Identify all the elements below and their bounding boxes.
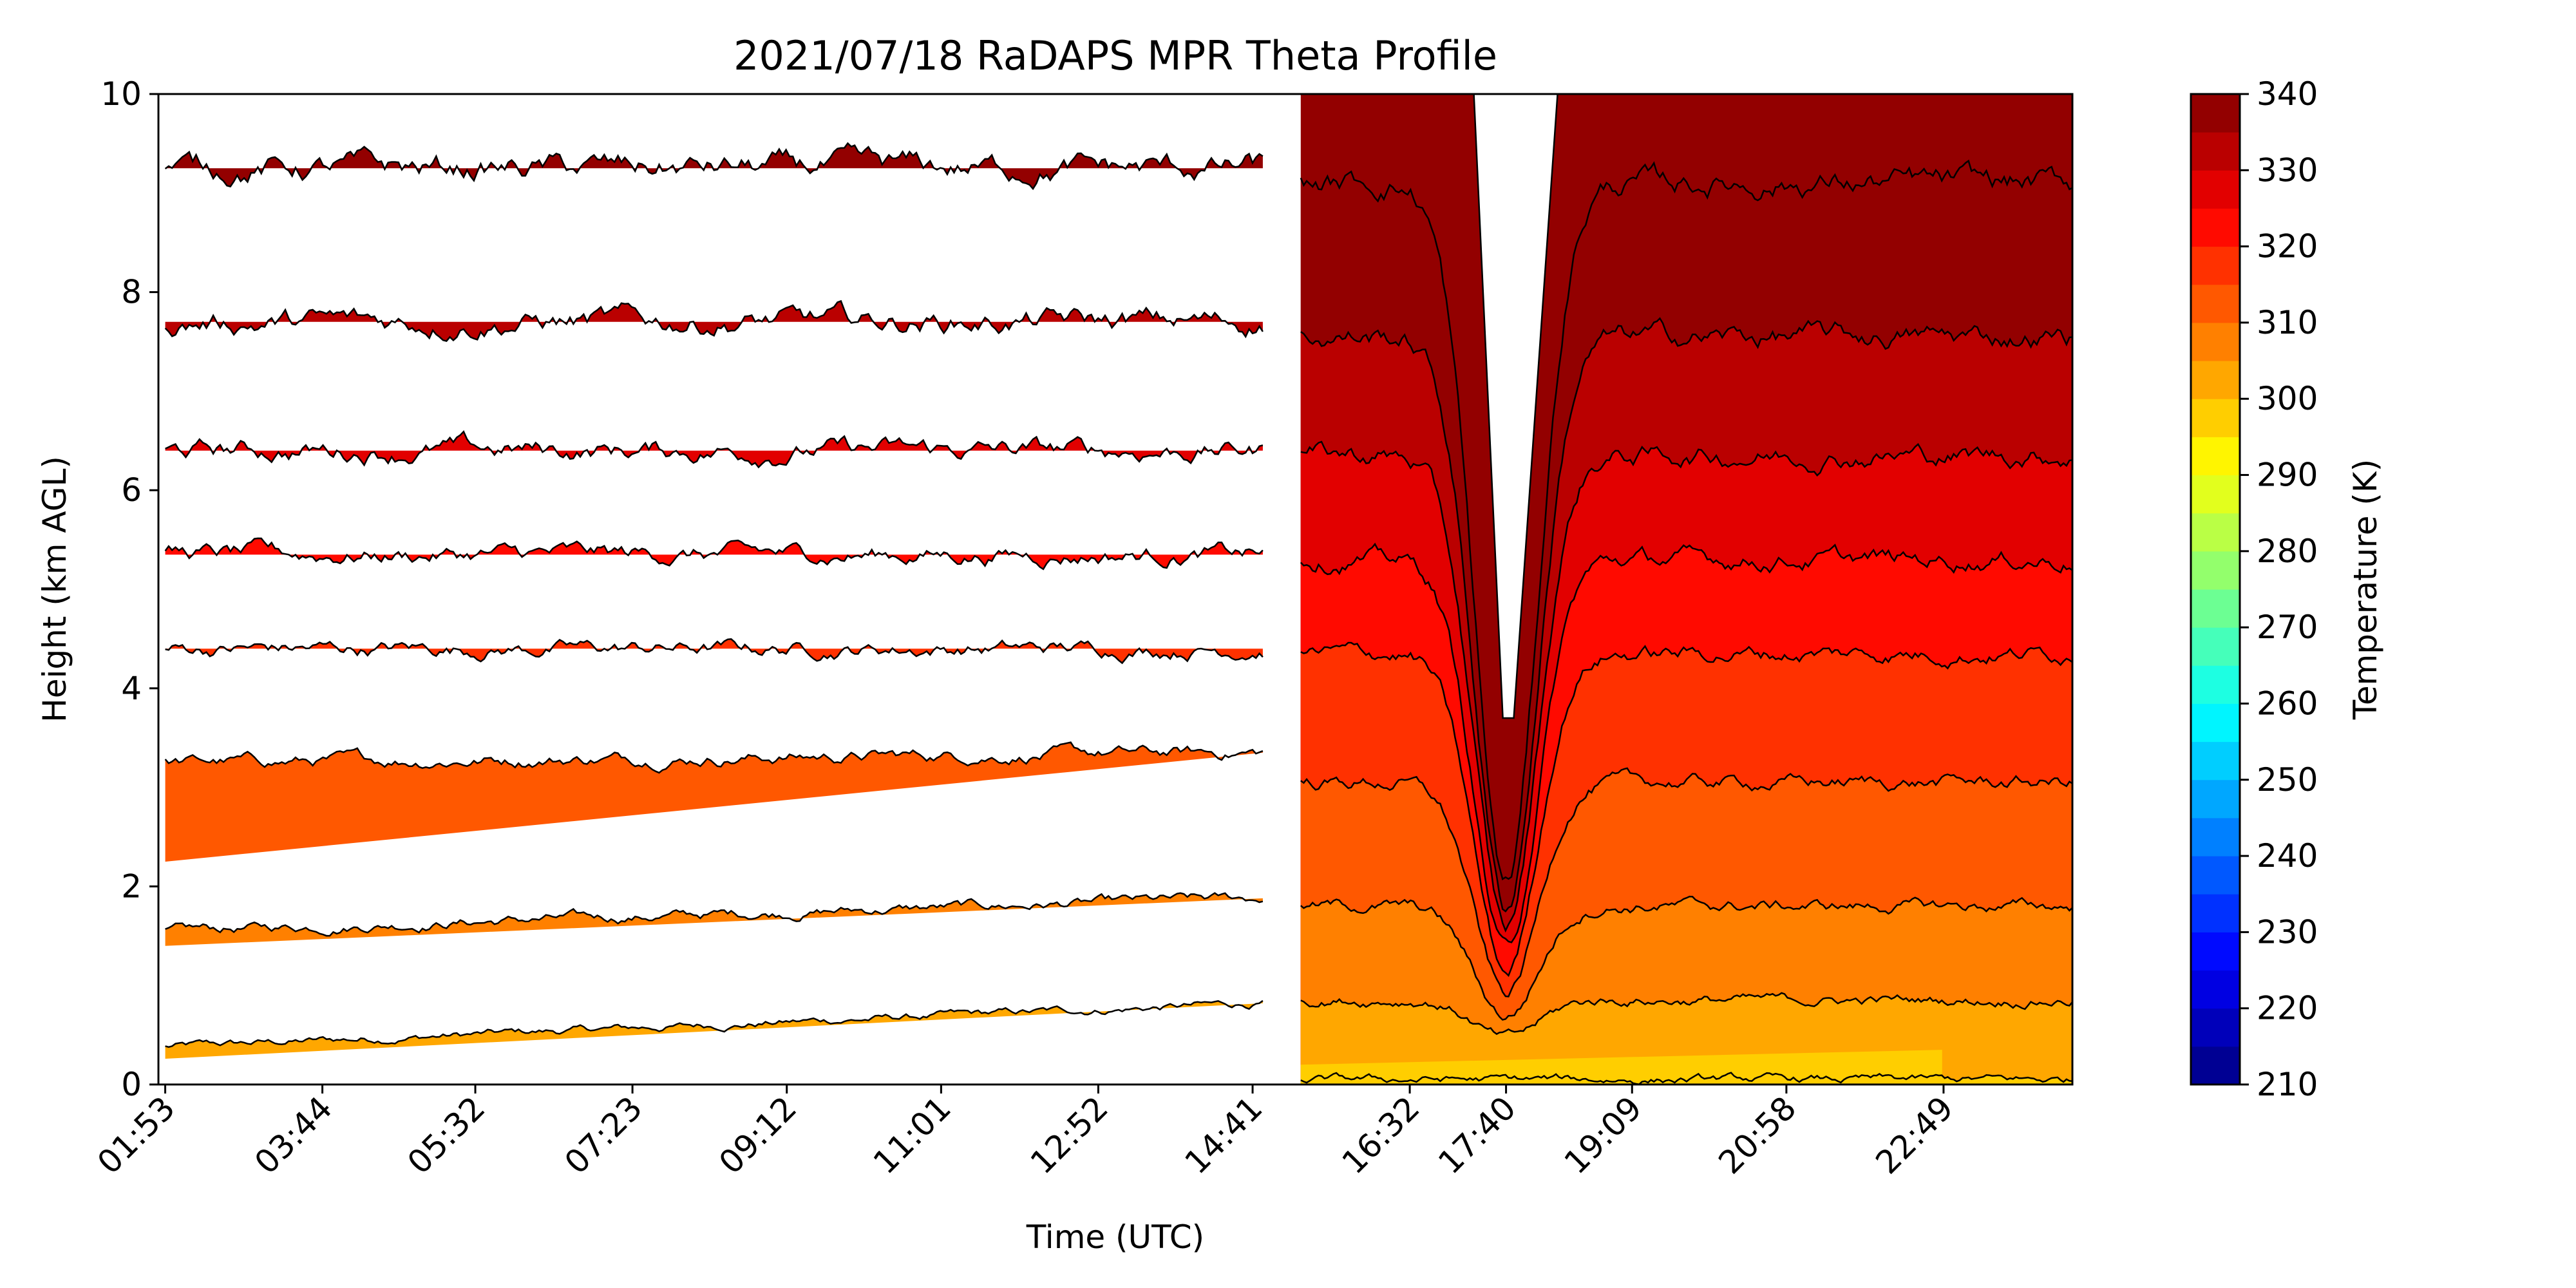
x-tick-label: 07:23 — [558, 1089, 650, 1181]
segment1-band-305 — [165, 1000, 1263, 1059]
isentrope-contour-layer — [164, 94, 2072, 1084]
colorbar-band — [2191, 322, 2240, 361]
x-tick-label: 05:32 — [401, 1089, 493, 1181]
x-axis: 01:53 03:44 05:32 07:23 09:12 11:01 12:52 14:41… — [90, 1084, 1960, 1181]
colorbar-band — [2191, 894, 2240, 933]
segment2-isentrope-300 — [1300, 1072, 2072, 1084]
segment2-isentrope-325 — [1300, 542, 2072, 943]
colorbar-band — [2191, 208, 2240, 247]
theta-fill-layer — [165, 94, 2072, 1084]
segment1-band-310 — [165, 893, 1263, 946]
segment2-isentrope-335 — [1300, 317, 2072, 913]
colorbar-band — [2191, 399, 2240, 437]
segment1-isentrope-340 — [164, 142, 1264, 191]
colorbar-band — [2191, 170, 2240, 209]
segment1-isentrope-305 — [165, 999, 1264, 1048]
colorbar-tick-label: 320 — [2257, 228, 2318, 265]
colorbar-band — [2191, 437, 2240, 476]
x-tick-label: 19:09 — [1557, 1089, 1649, 1181]
x-tick-label: 12:52 — [1023, 1089, 1115, 1181]
x-tick-label: 17:40 — [1431, 1089, 1523, 1181]
x-tick-label: 16:32 — [1335, 1089, 1427, 1181]
colorbar-band — [2191, 703, 2240, 743]
storm-gap — [1473, 94, 1558, 719]
colorbar-band — [2191, 246, 2240, 285]
y-tick-label: 10 — [100, 75, 142, 113]
colorbar-band — [2191, 932, 2240, 971]
x-tick-label: 03:44 — [247, 1089, 339, 1181]
y-tick-label: 0 — [121, 1066, 142, 1103]
colorbar-band — [2191, 1046, 2240, 1085]
colorbar-band — [2191, 475, 2240, 514]
colorbar-band — [2191, 741, 2240, 781]
colorbar-band — [2191, 627, 2240, 666]
colorbar-frame — [2190, 93, 2241, 1086]
colorbar-tick-label: 270 — [2257, 609, 2318, 646]
segment1-band-315 — [165, 742, 1263, 862]
y-axis-label: Height (km AGL) — [36, 456, 73, 723]
segment2-isentrope-340 — [1300, 159, 2072, 880]
x-tick-label: 14:41 — [1178, 1089, 1270, 1181]
x-axis-label: Time (UTC) — [1026, 1218, 1204, 1256]
segment2-isentrope-320 — [1300, 641, 2072, 977]
colorbar-label: Temperature (K) — [2347, 459, 2384, 720]
colorbar-band — [2191, 361, 2240, 399]
colorbar-tick-label: 340 — [2257, 75, 2318, 113]
colorbar-tick-label: 300 — [2257, 380, 2318, 417]
colorbar-tick-label: 260 — [2257, 685, 2318, 722]
colorbar: 210 220 230 240 250 260 270 280 290 300 310 320 330 3… — [2190, 75, 2318, 1103]
colorbar-band — [2191, 132, 2240, 171]
colorbar-band — [2191, 551, 2240, 590]
segment1-band-335 — [165, 301, 1263, 341]
colorbar-tick-label: 220 — [2257, 990, 2318, 1027]
segment1-band-325 — [165, 538, 1263, 569]
colorbar-tick-label: 310 — [2257, 304, 2318, 341]
colorbar-band — [2191, 1008, 2240, 1047]
colorbar-band — [2191, 779, 2240, 819]
y-tick-label: 6 — [121, 471, 142, 509]
colorbar-band — [2191, 513, 2240, 552]
colorbar-band — [2191, 970, 2240, 1009]
colorbar-tick-label: 240 — [2257, 837, 2318, 875]
x-tick-label: 22:49 — [1869, 1089, 1961, 1181]
y-tick-label: 4 — [121, 670, 142, 707]
colorbar-tick-label: 280 — [2257, 533, 2318, 570]
colorbar-band — [2191, 665, 2240, 704]
segment1-isentrope-330 — [165, 430, 1264, 469]
segment2-isentrope-330 — [1300, 440, 2072, 933]
y-tick-label: 2 — [121, 867, 142, 905]
colorbar-band — [2191, 284, 2240, 323]
y-axis: 0 2 4 6 8 10 — [100, 75, 158, 1103]
segment2-isentrope-310 — [1300, 895, 2072, 1021]
colorbar-tick-label: 250 — [2257, 761, 2318, 799]
colorbar-band — [2191, 817, 2240, 857]
segment1-isentrope-325 — [164, 537, 1264, 571]
x-tick-label: 09:12 — [712, 1089, 804, 1181]
segment1-isentrope-320 — [165, 638, 1264, 665]
colorbar-tick-label: 290 — [2257, 457, 2318, 494]
colorbar-tick-label: 330 — [2257, 151, 2318, 189]
x-tick-label: 20:58 — [1711, 1089, 1803, 1181]
y-tick-label: 8 — [121, 274, 142, 311]
x-tick-label: 11:01 — [866, 1089, 958, 1181]
chart-title: 2021/07/18 RaDAPS MPR Theta Profile — [734, 32, 1497, 79]
colorbar-band — [2191, 856, 2240, 895]
colorbar-band — [2191, 94, 2240, 133]
segment1-isentrope-335 — [164, 299, 1264, 342]
colorbar-tick-label: 210 — [2257, 1066, 2318, 1103]
colorbar-band — [2191, 589, 2240, 628]
colorbar-tick-label: 230 — [2257, 913, 2318, 951]
segment2-isentrope-305 — [1300, 992, 2072, 1036]
segment1-isentrope-310 — [165, 892, 1264, 937]
segment2-isentrope-315 — [1300, 767, 2072, 998]
segment1-isentrope-315 — [164, 741, 1264, 774]
segment1-band-330 — [165, 431, 1263, 468]
plot-frame — [157, 93, 2074, 1086]
